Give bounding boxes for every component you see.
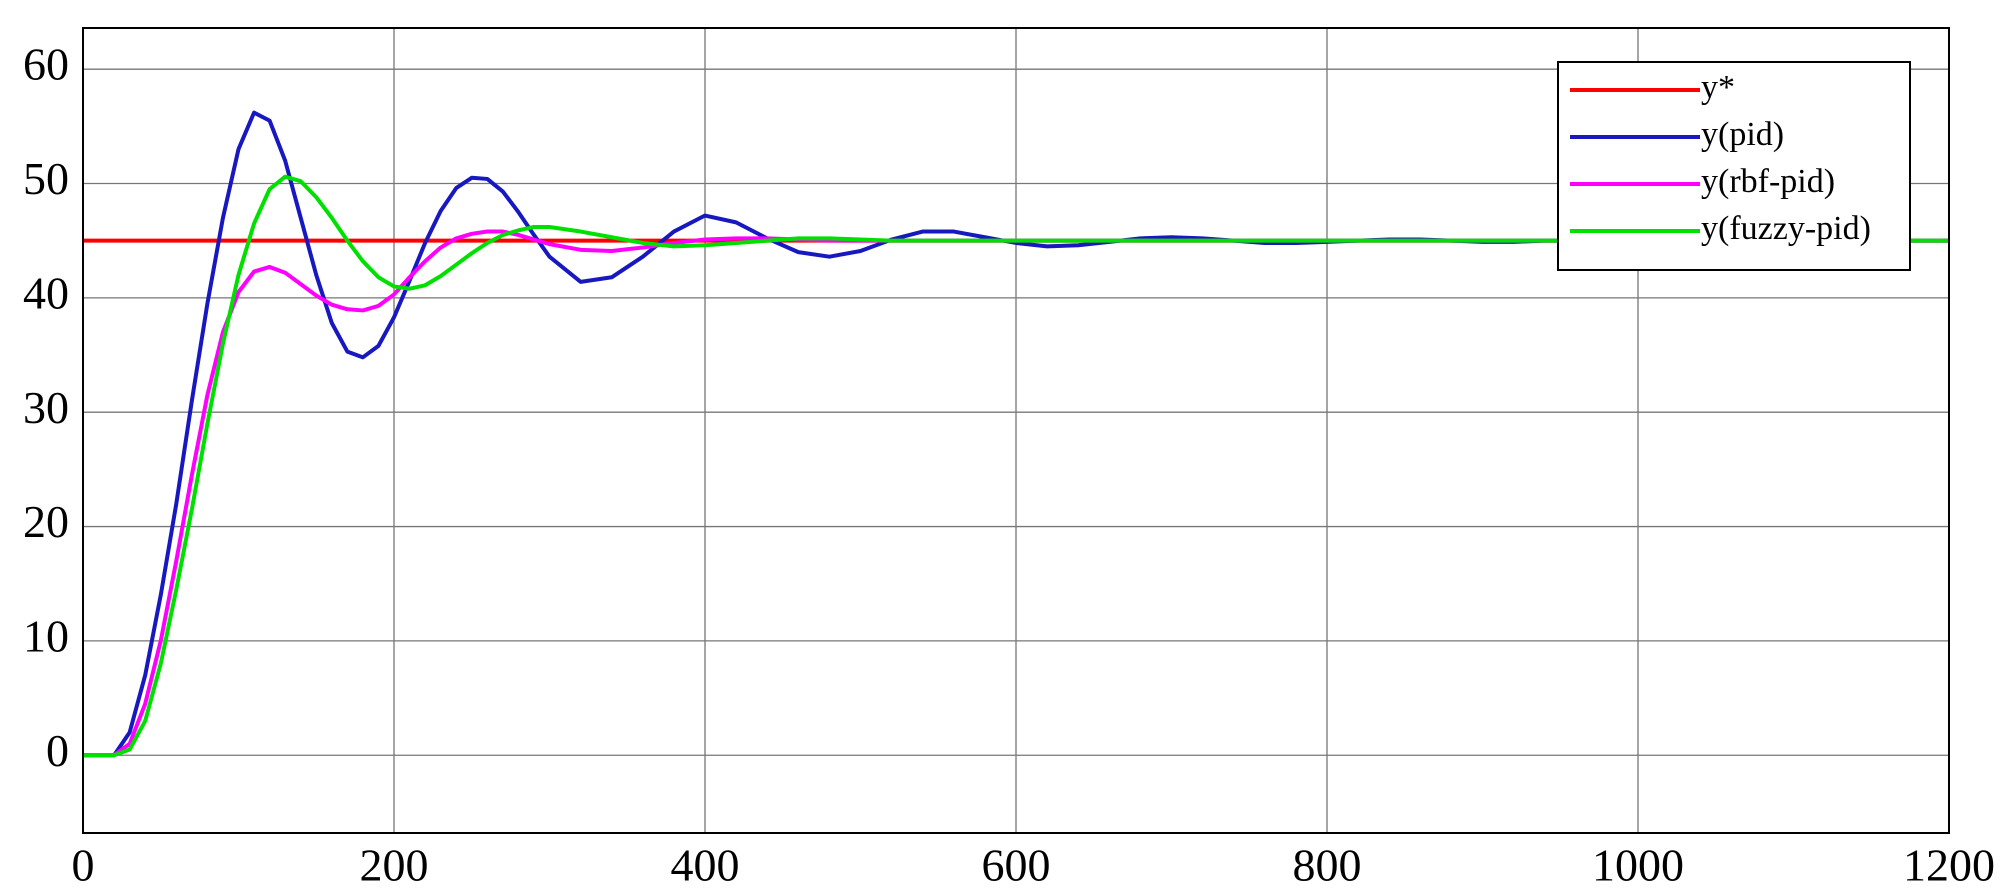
legend-label: y(fuzzy-pid) (1701, 210, 1871, 247)
y-tick-label: 10 (23, 610, 69, 661)
x-tick-label: 800 (1293, 840, 1362, 891)
y-tick-label: 20 (23, 496, 69, 547)
x-tick-label: 600 (982, 840, 1051, 891)
legend-label: y(rbf-pid) (1701, 163, 1835, 200)
legend-label: y(pid) (1701, 116, 1784, 153)
y-tick-label: 50 (23, 153, 69, 204)
x-tick-label: 1200 (1903, 840, 1995, 891)
x-tick-label: 0 (72, 840, 95, 891)
x-tick-label: 200 (360, 840, 429, 891)
x-tick-label: 400 (671, 840, 740, 891)
legend-box (1557, 61, 1911, 271)
y-tick-label: 30 (23, 382, 69, 433)
plot-border (82, 27, 1950, 834)
y-tick-label: 0 (46, 725, 69, 776)
y-tick-label: 60 (23, 39, 69, 90)
y-tick-label: 40 (23, 267, 69, 318)
legend-label: y* (1701, 69, 1735, 106)
x-tick-label: 1000 (1592, 840, 1684, 891)
